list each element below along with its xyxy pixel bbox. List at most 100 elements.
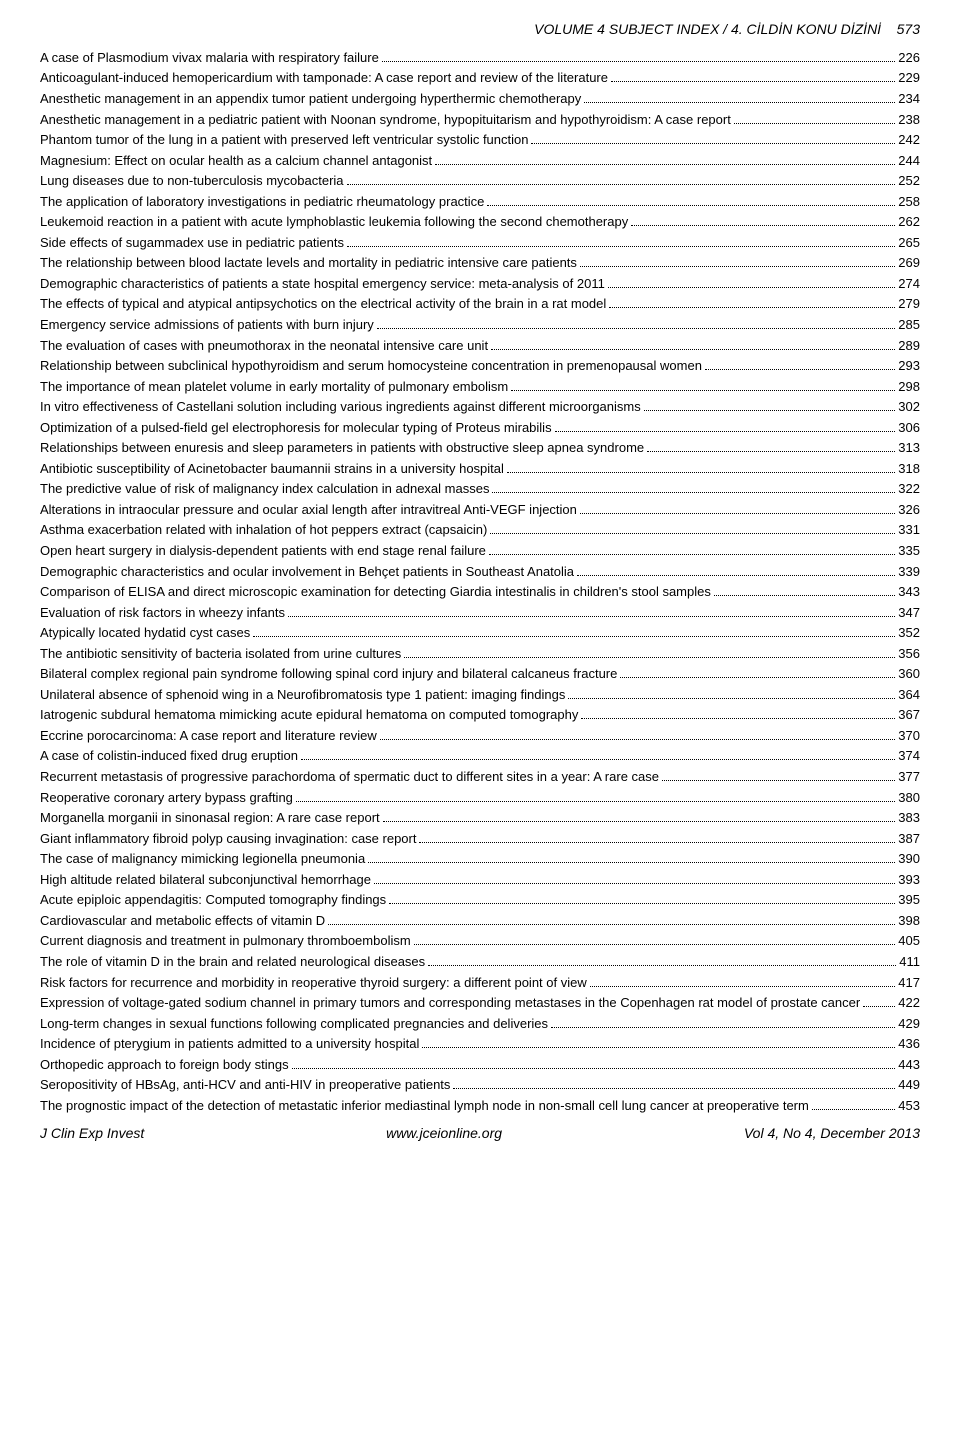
toc-entry: The application of laboratory investigat… bbox=[40, 193, 920, 211]
toc-entry-page: 422 bbox=[898, 994, 920, 1012]
toc-leader-dots bbox=[414, 944, 896, 945]
toc-entry-title: The antibiotic sensitivity of bacteria i… bbox=[40, 645, 401, 663]
toc-entry: Demographic characteristics of patients … bbox=[40, 275, 920, 293]
toc-leader-dots bbox=[428, 965, 896, 966]
toc-entry: A case of Plasmodium vivax malaria with … bbox=[40, 49, 920, 67]
toc-entry: The prognostic impact of the detection o… bbox=[40, 1097, 920, 1115]
toc-leader-dots bbox=[487, 205, 895, 206]
header-title: VOLUME 4 SUBJECT INDEX / 4. CİLDİN KONU … bbox=[534, 21, 881, 37]
toc-entry-page: 398 bbox=[898, 912, 920, 930]
toc-entry-page: 265 bbox=[898, 234, 920, 252]
toc-entry: Seropositivity of HBsAg, anti-HCV and an… bbox=[40, 1076, 920, 1094]
toc-entry-page: 343 bbox=[898, 583, 920, 601]
toc-entry-page: 347 bbox=[898, 604, 920, 622]
toc-entry-title: A case of colistin-induced fixed drug er… bbox=[40, 747, 298, 765]
toc-entry: Relationships between enuresis and sleep… bbox=[40, 439, 920, 457]
toc-entry-page: 252 bbox=[898, 172, 920, 190]
toc-leader-dots bbox=[377, 328, 895, 329]
toc-entry-title: Long-term changes in sexual functions fo… bbox=[40, 1015, 548, 1033]
toc-leader-dots bbox=[551, 1027, 895, 1028]
toc-entry: Incidence of pterygium in patients admit… bbox=[40, 1035, 920, 1053]
toc-entry-page: 331 bbox=[898, 521, 920, 539]
toc-entry-title: Atypically located hydatid cyst cases bbox=[40, 624, 250, 642]
toc-leader-dots bbox=[368, 862, 895, 863]
toc-leader-dots bbox=[490, 533, 895, 534]
toc-entry: A case of colistin-induced fixed drug er… bbox=[40, 747, 920, 765]
toc-entry-title: Orthopedic approach to foreign body stin… bbox=[40, 1056, 289, 1074]
toc-entry-title: Anesthetic management in an appendix tum… bbox=[40, 90, 581, 108]
toc-leader-dots bbox=[577, 575, 895, 576]
toc-entry-page: 377 bbox=[898, 768, 920, 786]
toc-leader-dots bbox=[611, 81, 895, 82]
toc-entry: Evaluation of risk factors in wheezy inf… bbox=[40, 604, 920, 622]
toc-entry-title: Optimization of a pulsed-field gel elect… bbox=[40, 419, 552, 437]
toc-leader-dots bbox=[568, 698, 895, 699]
toc-leader-dots bbox=[253, 636, 895, 637]
toc-entry-title: Incidence of pterygium in patients admit… bbox=[40, 1035, 419, 1053]
toc-entry-page: 352 bbox=[898, 624, 920, 642]
toc-leader-dots bbox=[380, 739, 896, 740]
toc-leader-dots bbox=[584, 102, 895, 103]
toc-entry: Current diagnosis and treatment in pulmo… bbox=[40, 932, 920, 950]
toc-entry-title: The application of laboratory investigat… bbox=[40, 193, 484, 211]
toc-entry-page: 395 bbox=[898, 891, 920, 909]
toc-entry-page: 318 bbox=[898, 460, 920, 478]
toc-leader-dots bbox=[609, 307, 895, 308]
toc-entry-title: Expression of voltage-gated sodium chann… bbox=[40, 994, 860, 1012]
toc-entry-title: Unilateral absence of sphenoid wing in a… bbox=[40, 686, 565, 704]
toc-entry: Anesthetic management in an appendix tum… bbox=[40, 90, 920, 108]
toc-entry-title: Demographic characteristics of patients … bbox=[40, 275, 605, 293]
toc-entry-title: Open heart surgery in dialysis-dependent… bbox=[40, 542, 486, 560]
toc-leader-dots bbox=[328, 924, 895, 925]
toc-entry-page: 429 bbox=[898, 1015, 920, 1033]
toc-entry: Recurrent metastasis of progressive para… bbox=[40, 768, 920, 786]
toc-leader-dots bbox=[620, 677, 895, 678]
toc-entry-title: Relationship between subclinical hypothy… bbox=[40, 357, 702, 375]
toc-entry-title: Risk factors for recurrence and morbidit… bbox=[40, 974, 587, 992]
toc-entry-title: Iatrogenic subdural hematoma mimicking a… bbox=[40, 706, 578, 724]
toc-entry: Iatrogenic subdural hematoma mimicking a… bbox=[40, 706, 920, 724]
toc-entry-page: 238 bbox=[898, 111, 920, 129]
toc-entry-page: 380 bbox=[898, 789, 920, 807]
toc-entry-title: The prognostic impact of the detection o… bbox=[40, 1097, 809, 1115]
toc-leader-dots bbox=[292, 1068, 896, 1069]
toc-entry-title: Demographic characteristics and ocular i… bbox=[40, 563, 574, 581]
toc-leader-dots bbox=[288, 616, 895, 617]
toc-entry-page: 313 bbox=[898, 439, 920, 457]
toc-entry: Expression of voltage-gated sodium chann… bbox=[40, 994, 920, 1012]
toc-entry: Comparison of ELISA and direct microscop… bbox=[40, 583, 920, 601]
toc-leader-dots bbox=[435, 164, 895, 165]
toc-entry: The predictive value of risk of malignan… bbox=[40, 480, 920, 498]
toc-entry-title: Magnesium: Effect on ocular health as a … bbox=[40, 152, 432, 170]
toc-entry-page: 226 bbox=[898, 49, 920, 67]
toc-entry-page: 383 bbox=[898, 809, 920, 827]
toc-entry: Phantom tumor of the lung in a patient w… bbox=[40, 131, 920, 149]
toc-entry-title: Anesthetic management in a pediatric pat… bbox=[40, 111, 731, 129]
toc-entry-page: 269 bbox=[898, 254, 920, 272]
toc-entry-page: 335 bbox=[898, 542, 920, 560]
toc-entry-title: Lung diseases due to non-tuberculosis my… bbox=[40, 172, 344, 190]
toc-leader-dots bbox=[419, 842, 895, 843]
toc-entry: Risk factors for recurrence and morbidit… bbox=[40, 974, 920, 992]
toc-leader-dots bbox=[489, 554, 895, 555]
toc-entry-title: Reoperative coronary artery bypass graft… bbox=[40, 789, 293, 807]
toc-entry-page: 229 bbox=[898, 69, 920, 87]
toc-leader-dots bbox=[714, 595, 895, 596]
toc-entry-page: 244 bbox=[898, 152, 920, 170]
toc-entry: Reoperative coronary artery bypass graft… bbox=[40, 789, 920, 807]
toc-entry-page: 289 bbox=[898, 337, 920, 355]
toc-entry: Asthma exacerbation related with inhalat… bbox=[40, 521, 920, 539]
toc-leader-dots bbox=[296, 801, 895, 802]
page-header: VOLUME 4 SUBJECT INDEX / 4. CİLDİN KONU … bbox=[40, 20, 920, 39]
toc-entry-title: The role of vitamin D in the brain and r… bbox=[40, 953, 425, 971]
toc-entry-title: Seropositivity of HBsAg, anti-HCV and an… bbox=[40, 1076, 450, 1094]
toc-entry-page: 367 bbox=[898, 706, 920, 724]
toc-entry: The role of vitamin D in the brain and r… bbox=[40, 953, 920, 971]
toc-entry-page: 258 bbox=[898, 193, 920, 211]
toc-entry-page: 443 bbox=[898, 1056, 920, 1074]
toc-leader-dots bbox=[382, 61, 895, 62]
toc-entry-page: 262 bbox=[898, 213, 920, 231]
footer-right: Vol 4, No 4, December 2013 bbox=[744, 1124, 920, 1143]
toc-leader-dots bbox=[374, 883, 895, 884]
toc-leader-dots bbox=[555, 431, 896, 432]
